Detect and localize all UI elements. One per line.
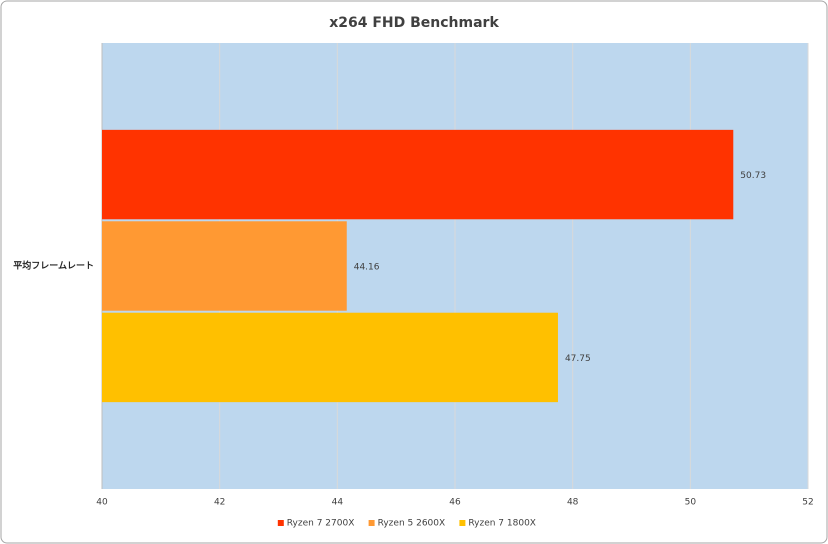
bar xyxy=(102,312,558,403)
legend-swatch xyxy=(459,520,466,526)
legend-label: Ryzen 7 2700X xyxy=(287,519,355,529)
x-tick-label: 52 xyxy=(802,498,813,508)
plot-area xyxy=(101,43,809,489)
legend-swatch xyxy=(277,520,284,526)
bar xyxy=(102,221,347,311)
legend: Ryzen 7 2700X Ryzen 5 2600X Ryzen 7 1800X xyxy=(277,519,536,529)
x-tick-label: 44 xyxy=(332,498,344,508)
chart-title: x264 FHD Benchmark xyxy=(329,15,499,31)
legend-swatch xyxy=(368,520,375,526)
x-tick-label: 42 xyxy=(214,498,225,508)
data-label: 50.73 xyxy=(740,171,766,181)
legend-label: Ryzen 5 2600X xyxy=(378,519,446,529)
data-label: 47.75 xyxy=(565,354,591,364)
x-tick-label: 40 xyxy=(96,498,108,508)
y-tick-label: 平均フレームレート xyxy=(13,260,94,272)
x-tick-label: 50 xyxy=(685,498,697,508)
x-tick-label: 46 xyxy=(449,498,461,508)
bar xyxy=(102,129,734,220)
data-label: 44.16 xyxy=(354,263,380,273)
legend-label: Ryzen 7 1800X xyxy=(468,519,536,529)
x-tick-label: 48 xyxy=(567,498,579,508)
